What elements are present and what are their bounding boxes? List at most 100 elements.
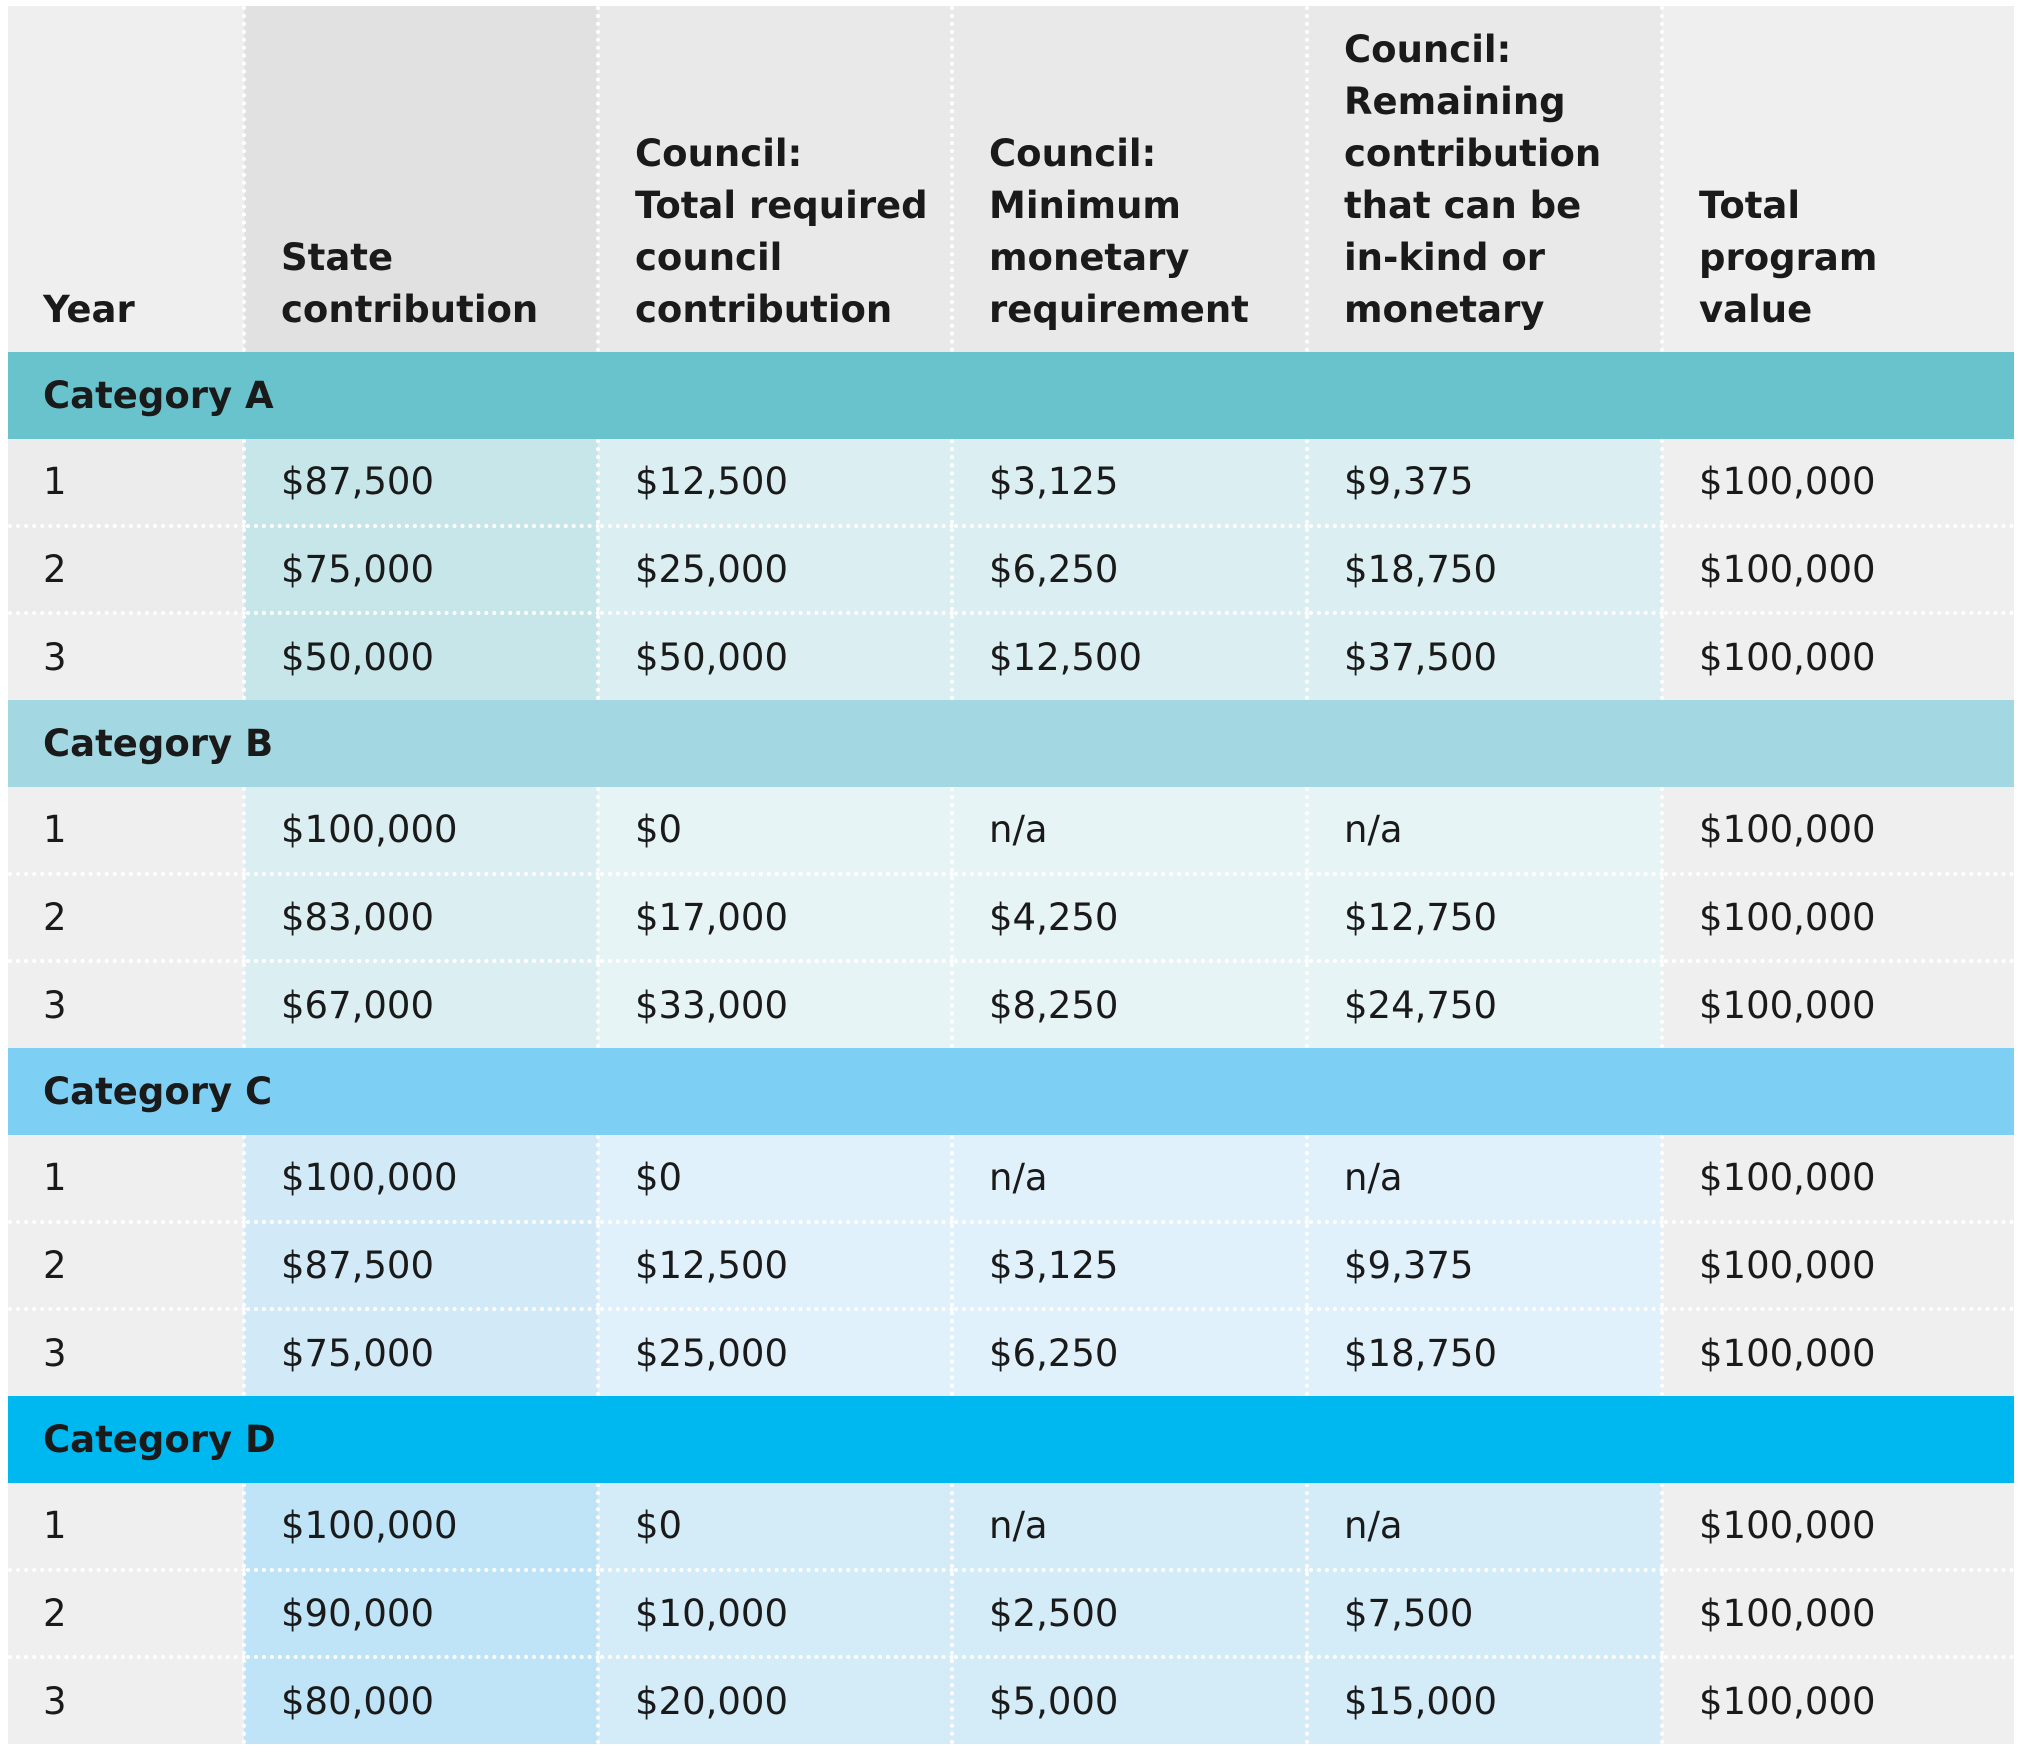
cell-state-contribution: $100,000	[242, 1135, 598, 1224]
cell-total-program-value: $100,000	[1660, 1483, 2014, 1572]
table-header: Year State contribution Council: Total r…	[8, 6, 2014, 352]
cell-minimum-monetary: n/a	[950, 787, 1307, 876]
cell-remaining-contribution: n/a	[1305, 1135, 1662, 1224]
header-row: Year State contribution Council: Total r…	[8, 6, 2014, 352]
cell-remaining-contribution: $18,750	[1305, 526, 1662, 615]
cell-total-program-value: $100,000	[1660, 439, 2014, 528]
cell-total-council-contribution: $25,000	[596, 1309, 952, 1396]
cell-minimum-monetary: $4,250	[950, 874, 1307, 963]
category-label: Category D	[8, 1396, 2014, 1483]
cell-minimum-monetary: $5,000	[950, 1657, 1307, 1744]
table-row: 3 $75,000 $25,000 $6,250 $18,750 $100,000	[8, 1309, 2014, 1396]
cell-year: 3	[8, 1309, 244, 1396]
category-row: Category C	[8, 1048, 2014, 1135]
cell-state-contribution: $100,000	[242, 787, 598, 876]
table-row: 2 $75,000 $25,000 $6,250 $18,750 $100,000	[8, 526, 2014, 615]
cell-total-program-value: $100,000	[1660, 1309, 2014, 1396]
cell-minimum-monetary: $6,250	[950, 526, 1307, 615]
cell-year: 3	[8, 613, 244, 700]
header-minimum-monetary-requirement: Council: Minimum monetary requirement	[950, 6, 1307, 352]
table-row: 3 $50,000 $50,000 $12,500 $37,500 $100,000	[8, 613, 2014, 700]
cell-total-program-value: $100,000	[1660, 787, 2014, 876]
cell-total-program-value: $100,000	[1660, 874, 2014, 963]
category-label: Category A	[8, 352, 2014, 439]
cell-remaining-contribution: $24,750	[1305, 961, 1662, 1048]
table-row: 2 $90,000 $10,000 $2,500 $7,500 $100,000	[8, 1570, 2014, 1659]
cell-year: 3	[8, 1657, 244, 1744]
category-row: Category A	[8, 352, 2014, 439]
table-row: 1 $87,500 $12,500 $3,125 $9,375 $100,000	[8, 439, 2014, 528]
cell-total-council-contribution: $0	[596, 787, 952, 876]
cell-minimum-monetary: $3,125	[950, 439, 1307, 528]
cell-remaining-contribution: $9,375	[1305, 1222, 1662, 1311]
cell-remaining-contribution: $12,750	[1305, 874, 1662, 963]
cell-state-contribution: $75,000	[242, 1309, 598, 1396]
cell-total-council-contribution: $17,000	[596, 874, 952, 963]
header-year: Year	[8, 6, 244, 352]
cell-year: 2	[8, 1222, 244, 1311]
cell-total-program-value: $100,000	[1660, 1135, 2014, 1224]
cell-minimum-monetary: $12,500	[950, 613, 1307, 700]
cell-remaining-contribution: $18,750	[1305, 1309, 1662, 1396]
cell-state-contribution: $67,000	[242, 961, 598, 1048]
header-state-contribution: State contribution	[242, 6, 598, 352]
table-row: 2 $83,000 $17,000 $4,250 $12,750 $100,000	[8, 874, 2014, 963]
cell-remaining-contribution: $9,375	[1305, 439, 1662, 528]
cell-total-program-value: $100,000	[1660, 526, 2014, 615]
table-row: 1 $100,000 $0 n/a n/a $100,000	[8, 1483, 2014, 1572]
category-row: Category D	[8, 1396, 2014, 1483]
cell-total-council-contribution: $10,000	[596, 1570, 952, 1659]
cell-minimum-monetary: n/a	[950, 1483, 1307, 1572]
cell-minimum-monetary: $2,500	[950, 1570, 1307, 1659]
cell-year: 1	[8, 439, 244, 528]
cell-total-council-contribution: $0	[596, 1135, 952, 1224]
table-row: 1 $100,000 $0 n/a n/a $100,000	[8, 787, 2014, 876]
cell-state-contribution: $87,500	[242, 439, 598, 528]
cell-total-council-contribution: $12,500	[596, 1222, 952, 1311]
table-row: 3 $80,000 $20,000 $5,000 $15,000 $100,000	[8, 1657, 2014, 1744]
cell-total-council-contribution: $0	[596, 1483, 952, 1572]
cell-year: 2	[8, 1570, 244, 1659]
cell-remaining-contribution: n/a	[1305, 1483, 1662, 1572]
cell-remaining-contribution: $7,500	[1305, 1570, 1662, 1659]
category-row: Category B	[8, 700, 2014, 787]
cell-total-program-value: $100,000	[1660, 1657, 2014, 1744]
cell-minimum-monetary: n/a	[950, 1135, 1307, 1224]
cell-total-program-value: $100,000	[1660, 1570, 2014, 1659]
cell-state-contribution: $100,000	[242, 1483, 598, 1572]
cell-year: 1	[8, 1483, 244, 1572]
cell-state-contribution: $50,000	[242, 613, 598, 700]
header-total-council-contribution: Council: Total required council contribu…	[596, 6, 952, 352]
cell-minimum-monetary: $3,125	[950, 1222, 1307, 1311]
table-row: 2 $87,500 $12,500 $3,125 $9,375 $100,000	[8, 1222, 2014, 1311]
cell-total-council-contribution: $33,000	[596, 961, 952, 1048]
cell-minimum-monetary: $8,250	[950, 961, 1307, 1048]
cell-state-contribution: $90,000	[242, 1570, 598, 1659]
cell-year: 2	[8, 526, 244, 615]
cell-total-program-value: $100,000	[1660, 1222, 2014, 1311]
cell-year: 2	[8, 874, 244, 963]
cell-year: 1	[8, 1135, 244, 1224]
cell-state-contribution: $87,500	[242, 1222, 598, 1311]
header-remaining-contribution: Council: Remaining contribution that can…	[1305, 6, 1662, 352]
cell-total-council-contribution: $12,500	[596, 439, 952, 528]
category-label: Category C	[8, 1048, 2014, 1135]
cell-year: 1	[8, 787, 244, 876]
cell-year: 3	[8, 961, 244, 1048]
cell-total-council-contribution: $20,000	[596, 1657, 952, 1744]
cell-remaining-contribution: n/a	[1305, 787, 1662, 876]
cell-state-contribution: $80,000	[242, 1657, 598, 1744]
cell-remaining-contribution: $15,000	[1305, 1657, 1662, 1744]
table-row: 1 $100,000 $0 n/a n/a $100,000	[8, 1135, 2014, 1224]
contribution-table: Year State contribution Council: Total r…	[8, 6, 2014, 1744]
header-total-program-value: Total program value	[1660, 6, 2014, 352]
cell-total-council-contribution: $50,000	[596, 613, 952, 700]
table-row: 3 $67,000 $33,000 $8,250 $24,750 $100,000	[8, 961, 2014, 1048]
cell-state-contribution: $75,000	[242, 526, 598, 615]
category-label: Category B	[8, 700, 2014, 787]
table-body: Category A 1 $87,500 $12,500 $3,125 $9,375 $10…	[8, 352, 2014, 1744]
cell-total-program-value: $100,000	[1660, 613, 2014, 700]
cell-total-council-contribution: $25,000	[596, 526, 952, 615]
cell-state-contribution: $83,000	[242, 874, 598, 963]
cell-remaining-contribution: $37,500	[1305, 613, 1662, 700]
